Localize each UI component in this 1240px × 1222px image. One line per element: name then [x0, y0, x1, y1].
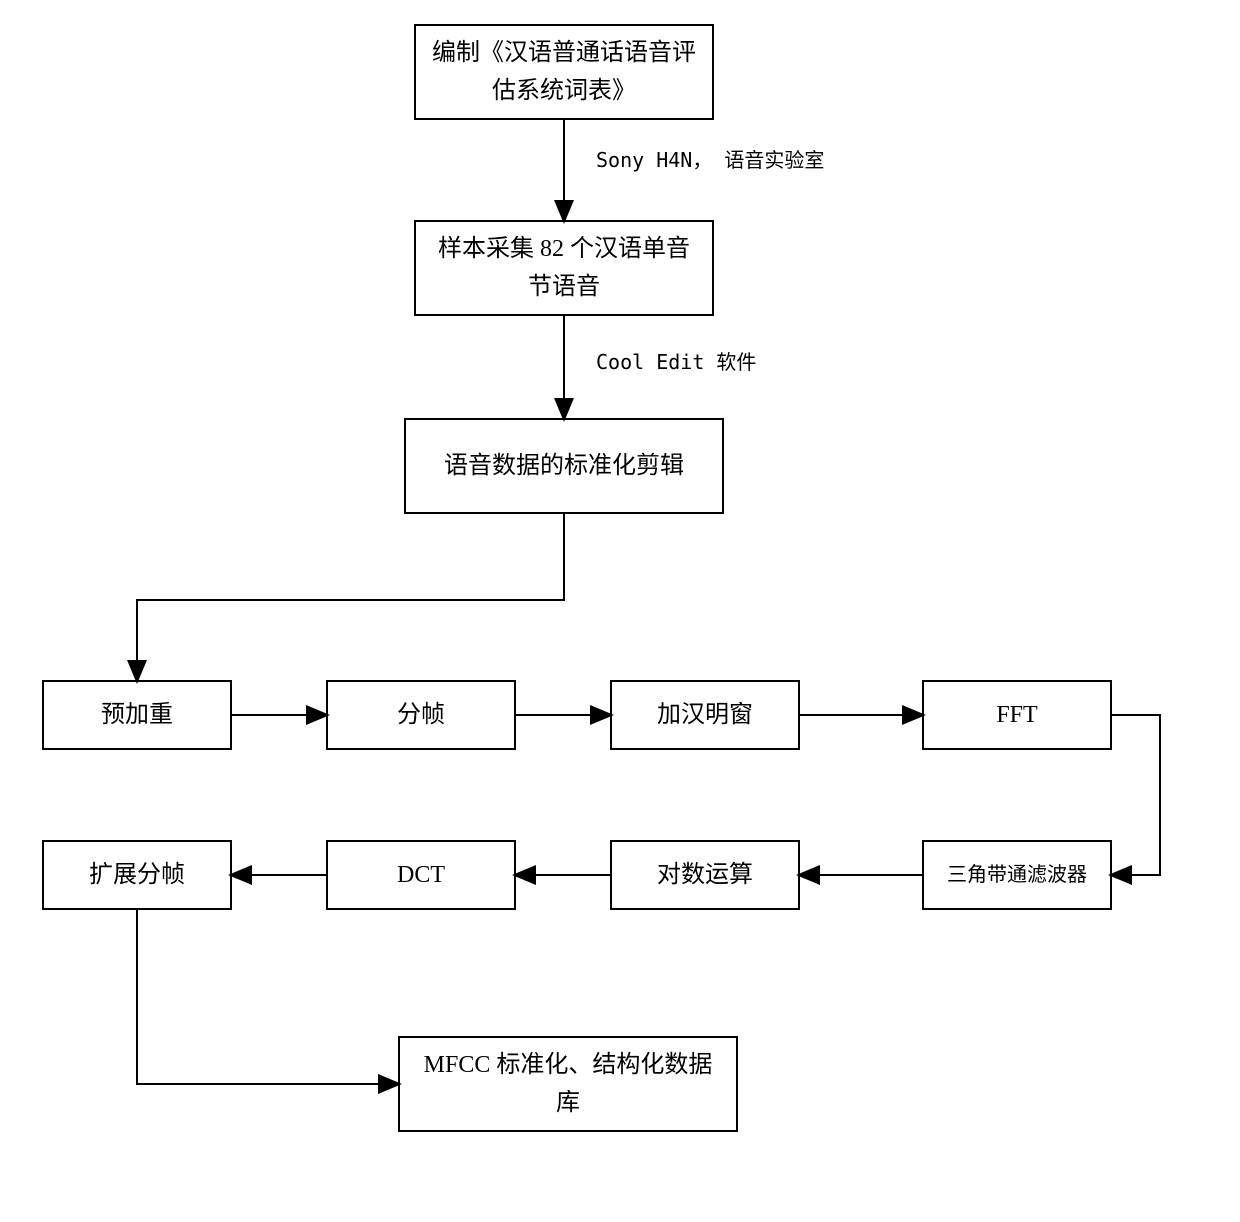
edge-label-sony: Sony H4N， 语音实验室	[596, 144, 824, 173]
node-extended-framing: 扩展分帧	[42, 840, 232, 910]
node-framing: 分帧	[326, 680, 516, 750]
node-sample-collection: 样本采集 82 个汉语单音节语音	[414, 220, 714, 316]
flowchart-canvas: 编制《汉语普通话语音评估系统词表》 样本采集 82 个汉语单音节语音 语音数据的…	[0, 0, 1240, 1222]
node-normalize-edit: 语音数据的标准化剪辑	[404, 418, 724, 514]
node-log: 对数运算	[610, 840, 800, 910]
node-preemphasis: 预加重	[42, 680, 232, 750]
node-triangular-filter: 三角带通滤波器	[922, 840, 1112, 910]
edge-label-cooledit: Cool Edit 软件	[596, 346, 756, 375]
node-hamming-window: 加汉明窗	[610, 680, 800, 750]
node-mfcc-db: MFCC 标准化、结构化数据库	[398, 1036, 738, 1132]
node-compile-wordlist: 编制《汉语普通话语音评估系统词表》	[414, 24, 714, 120]
node-dct: DCT	[326, 840, 516, 910]
node-fft: FFT	[922, 680, 1112, 750]
